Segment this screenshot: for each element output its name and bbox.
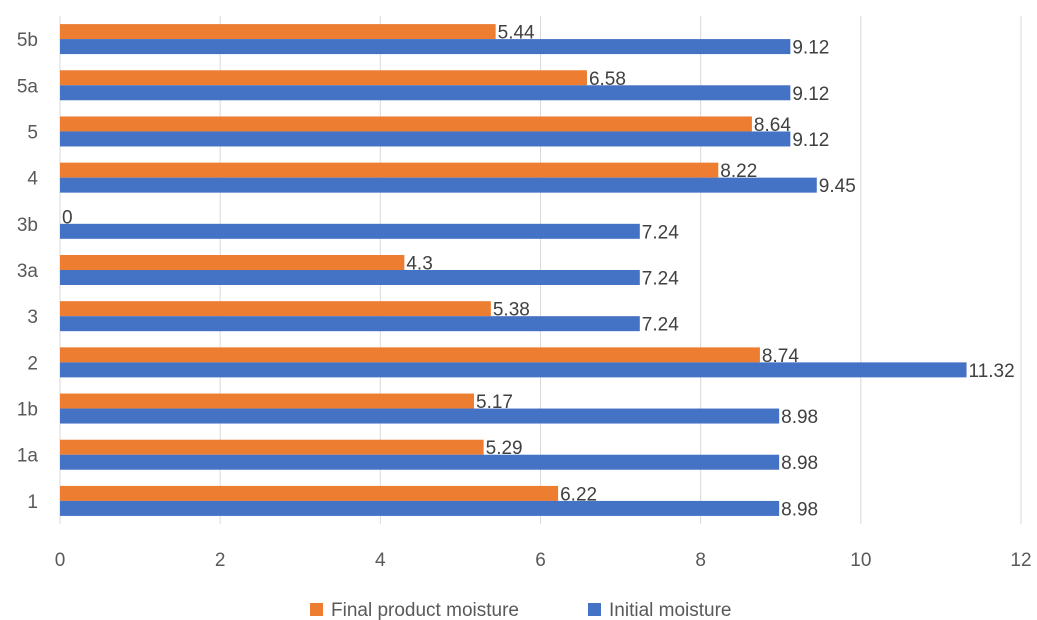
initial-moisture-bar	[60, 85, 791, 101]
final-moisture-label: 5.44	[498, 23, 535, 44]
initial-moisture-label: 9.45	[819, 176, 856, 197]
final-moisture-bar	[60, 439, 484, 455]
y-tick-label: 1	[27, 492, 38, 513]
final-moisture-bar	[60, 301, 491, 317]
final-moisture-bar	[60, 70, 587, 86]
legend-label-final: Final product moisture	[331, 600, 519, 620]
y-tick-label: 5a	[17, 76, 39, 97]
x-tick-label: 10	[850, 550, 871, 571]
legend: Final product moisture Initial moisture	[310, 600, 732, 620]
final-moisture-label: 5.29	[486, 438, 523, 459]
legend-swatch-initial	[588, 603, 601, 616]
y-tick-label: 5	[27, 122, 38, 143]
final-moisture-label: 0	[62, 207, 73, 228]
legend-label-initial: Initial moisture	[609, 600, 732, 620]
initial-moisture-bar	[60, 316, 640, 332]
final-moisture-label: 8.74	[762, 346, 799, 367]
initial-moisture-bar	[60, 223, 640, 239]
initial-moisture-label: 8.98	[781, 407, 818, 428]
data-labels: 6.22 8.98 5.29 8.98 5.17 8.98 8.74 11.32 5.38 7.2…	[62, 23, 1015, 521]
y-tick-label: 3	[27, 307, 38, 328]
x-tick-label: 4	[375, 550, 386, 571]
initial-moisture-bar	[60, 177, 817, 193]
initial-moisture-bar	[60, 39, 791, 55]
y-tick-label: 5b	[17, 30, 38, 51]
final-moisture-bar	[60, 485, 559, 501]
y-tick-label: 1a	[17, 446, 39, 467]
initial-moisture-label: 8.98	[781, 499, 818, 520]
initial-moisture-bar	[60, 500, 780, 516]
initial-moisture-label: 9.12	[792, 38, 829, 59]
y-tick-label: 3a	[17, 261, 39, 282]
y-tick-label: 4	[27, 169, 38, 190]
x-tick-label: 12	[1010, 550, 1031, 571]
initial-moisture-bar	[60, 454, 780, 470]
x-tick-label: 0	[55, 550, 66, 571]
final-moisture-bar	[60, 162, 719, 178]
initial-moisture-bar	[60, 408, 780, 424]
legend-swatch-final	[310, 603, 323, 616]
initial-moisture-label: 7.24	[642, 269, 679, 290]
x-tick-label: 2	[215, 550, 226, 571]
final-moisture-label: 6.22	[560, 484, 597, 505]
final-moisture-label: 6.58	[589, 69, 626, 90]
final-moisture-label: 4.3	[406, 254, 432, 275]
initial-moisture-label: 8.98	[781, 453, 818, 474]
x-tick-label: 6	[535, 550, 546, 571]
x-tick-label: 8	[695, 550, 706, 571]
initial-moisture-label: 9.12	[792, 130, 829, 151]
final-moisture-label: 5.38	[493, 300, 530, 321]
bars	[60, 24, 967, 516]
final-moisture-label: 8.64	[754, 115, 791, 136]
final-moisture-label: 5.17	[476, 392, 513, 413]
initial-moisture-label: 7.24	[642, 222, 679, 243]
initial-moisture-label: 11.32	[969, 361, 1015, 382]
final-moisture-bar	[60, 347, 760, 363]
final-moisture-label: 8.22	[720, 161, 757, 182]
y-tick-label: 2	[27, 353, 38, 374]
final-moisture-bar	[60, 393, 475, 409]
initial-moisture-label: 7.24	[642, 315, 679, 336]
initial-moisture-bar	[60, 362, 967, 378]
final-moisture-bar	[60, 24, 496, 40]
final-moisture-bar	[60, 116, 752, 132]
category-axis: 1 1a 1b 2 3 3a 3b 4 5 5a 5b	[17, 30, 39, 513]
initial-moisture-bar	[60, 131, 791, 147]
y-tick-label: 1b	[17, 400, 38, 421]
initial-moisture-bar	[60, 270, 640, 285]
final-moisture-bar	[60, 255, 405, 270]
initial-moisture-label: 9.12	[792, 84, 829, 105]
y-tick-label: 3b	[17, 215, 38, 236]
value-axis: 0 2 4 6 8 10 12	[55, 550, 1032, 571]
